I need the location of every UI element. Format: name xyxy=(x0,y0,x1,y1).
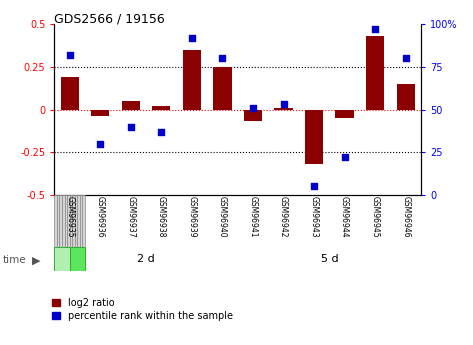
Point xyxy=(371,27,379,32)
FancyBboxPatch shape xyxy=(57,195,60,247)
Text: GSM96941: GSM96941 xyxy=(248,197,257,238)
Text: time: time xyxy=(2,256,26,265)
Bar xyxy=(396,84,415,110)
FancyBboxPatch shape xyxy=(72,195,75,247)
FancyBboxPatch shape xyxy=(77,195,80,247)
Bar xyxy=(366,36,384,110)
Bar xyxy=(274,108,293,110)
Point xyxy=(402,56,410,61)
FancyBboxPatch shape xyxy=(75,195,77,247)
Bar xyxy=(122,101,140,110)
Bar xyxy=(305,110,323,164)
Point xyxy=(249,105,257,111)
FancyBboxPatch shape xyxy=(70,195,72,247)
Point xyxy=(310,184,318,189)
Bar xyxy=(91,110,109,116)
Text: GSM96942: GSM96942 xyxy=(279,197,288,238)
FancyBboxPatch shape xyxy=(82,195,85,247)
FancyBboxPatch shape xyxy=(54,195,57,247)
Text: GSM96936: GSM96936 xyxy=(96,197,105,238)
Legend: log2 ratio, percentile rank within the sample: log2 ratio, percentile rank within the s… xyxy=(52,298,233,321)
FancyBboxPatch shape xyxy=(67,195,70,247)
Point xyxy=(341,155,349,160)
Bar xyxy=(213,67,232,110)
FancyBboxPatch shape xyxy=(54,247,70,271)
Point xyxy=(66,52,73,58)
FancyBboxPatch shape xyxy=(70,247,85,271)
Bar xyxy=(183,50,201,110)
FancyBboxPatch shape xyxy=(65,195,67,247)
Point xyxy=(219,56,226,61)
Text: 2 d: 2 d xyxy=(137,254,155,264)
Point xyxy=(158,129,165,135)
Point xyxy=(96,141,104,147)
Point xyxy=(280,102,287,107)
Text: GSM96938: GSM96938 xyxy=(157,197,166,238)
Bar xyxy=(61,77,79,110)
Point xyxy=(188,35,196,41)
Bar xyxy=(335,110,354,118)
Text: GSM96939: GSM96939 xyxy=(187,197,196,238)
Text: GSM96937: GSM96937 xyxy=(126,197,135,238)
Text: GSM96935: GSM96935 xyxy=(65,197,74,238)
Bar xyxy=(244,110,262,121)
Text: GSM96945: GSM96945 xyxy=(371,197,380,238)
Bar xyxy=(152,106,170,110)
Text: GSM96944: GSM96944 xyxy=(340,197,349,238)
Text: 5 d: 5 d xyxy=(321,254,338,264)
FancyBboxPatch shape xyxy=(80,195,82,247)
Text: ▶: ▶ xyxy=(32,256,41,265)
Text: GDS2566 / 19156: GDS2566 / 19156 xyxy=(54,12,165,25)
Text: GSM96940: GSM96940 xyxy=(218,197,227,238)
Text: GSM96943: GSM96943 xyxy=(309,197,318,238)
FancyBboxPatch shape xyxy=(60,195,62,247)
FancyBboxPatch shape xyxy=(62,195,65,247)
Point xyxy=(127,124,134,129)
Text: GSM96946: GSM96946 xyxy=(401,197,410,238)
